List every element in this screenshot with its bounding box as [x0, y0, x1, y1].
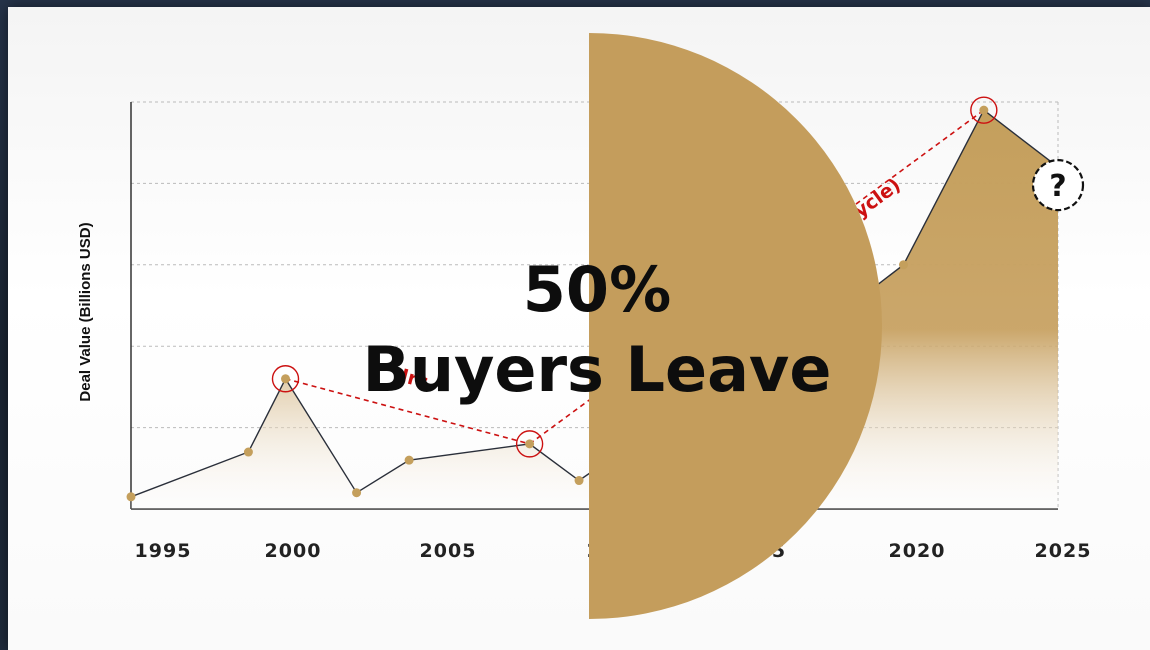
x-tick-label: 2025: [1035, 540, 1092, 562]
overlay-percent: 50%: [522, 253, 672, 326]
data-point: [352, 488, 362, 498]
unknown-marker-ring: [1031, 159, 1085, 212]
x-tick-label: 2020: [889, 540, 946, 562]
data-point: [404, 455, 414, 465]
highlight-ring: [515, 430, 544, 458]
trend-connector: [285, 377, 530, 445]
half-circle-overlay: [589, 33, 882, 619]
highlight-ring: [970, 96, 998, 124]
x-tick-label: 2000: [265, 540, 322, 562]
data-point: [899, 260, 908, 270]
overlay-label: Buyers Leave: [362, 333, 832, 407]
data-point: [574, 476, 584, 486]
data-point: [243, 447, 253, 457]
question-mark: ?: [1049, 169, 1066, 204]
x-tick-label: 1995: [135, 540, 192, 562]
data-points: ?: [126, 96, 1085, 502]
data-point: [525, 439, 535, 449]
y-axis-label: Deal Value (Billions USD): [77, 222, 94, 401]
x-tick-label: 2005: [420, 540, 477, 562]
data-point: [126, 492, 136, 502]
data-point: [281, 374, 290, 384]
overlay-text: 50% Buyers Leave: [287, 253, 907, 407]
data-point: [979, 105, 989, 115]
highlight-ring: [271, 365, 300, 393]
